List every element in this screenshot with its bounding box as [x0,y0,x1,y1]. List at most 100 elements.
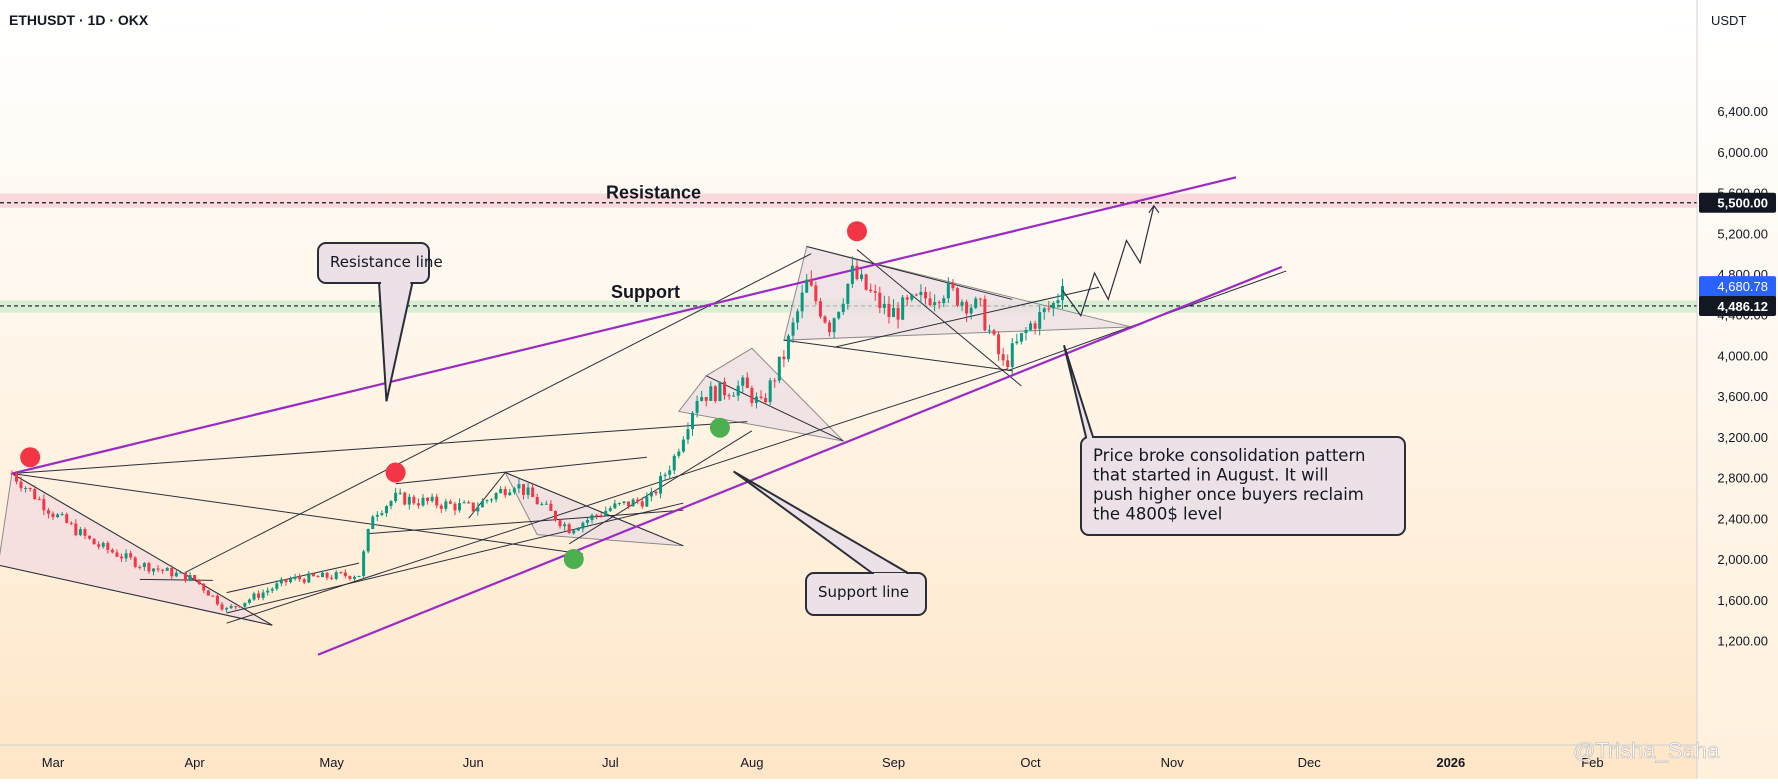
candle[interactable] [572,529,576,535]
candle[interactable] [42,494,46,516]
candle[interactable] [325,572,329,581]
candle[interactable] [1042,307,1046,320]
currency-label[interactable]: USDT [1711,13,1746,28]
candle[interactable] [494,491,498,503]
pattern-line-17[interactable] [856,249,1022,387]
candle[interactable] [243,602,247,609]
candle[interactable] [78,527,82,537]
candle[interactable] [978,297,982,307]
pattern-line-19[interactable] [139,578,213,581]
candle[interactable] [202,582,206,594]
candle[interactable] [334,569,338,581]
candle[interactable] [645,492,649,508]
candle[interactable] [56,513,60,518]
candle[interactable] [604,506,608,517]
candle[interactable] [88,535,92,540]
pattern-line-7[interactable] [226,502,684,614]
candle[interactable] [1056,293,1060,309]
candle[interactable] [261,589,265,601]
candle[interactable] [892,299,896,318]
pattern-line-5[interactable] [226,562,360,594]
candle[interactable] [179,571,183,574]
candle[interactable] [846,283,850,310]
candle[interactable] [430,493,434,503]
candle[interactable] [421,494,425,507]
candle[interactable] [403,491,407,506]
candle[interactable] [951,279,955,291]
pattern-line-0[interactable] [11,473,583,555]
candle[interactable] [14,471,18,485]
candle[interactable] [298,573,302,582]
candle[interactable] [234,605,238,610]
candle[interactable] [316,574,320,578]
candle[interactable] [882,295,886,315]
candle[interactable] [193,574,197,581]
candle[interactable] [321,570,325,578]
pattern-line-8[interactable] [368,509,684,535]
candle[interactable] [161,569,165,574]
candle[interactable] [1051,301,1055,317]
price-tag[interactable]: 4,486.12 [1699,295,1776,316]
candle[interactable] [275,580,279,591]
candle[interactable] [777,356,781,384]
projection-path[interactable] [1062,205,1155,318]
candle[interactable] [704,396,708,407]
candle[interactable] [284,579,288,586]
candle[interactable] [225,607,229,613]
candle[interactable] [480,498,484,508]
candle[interactable] [352,575,356,581]
candle[interactable] [718,381,722,402]
candle[interactable] [462,500,466,504]
pattern-line-9[interactable] [395,456,647,485]
candle[interactable] [28,487,32,492]
candle[interactable] [969,304,973,320]
candle[interactable] [700,390,704,402]
pattern-line-10[interactable] [505,472,684,547]
candle[interactable] [805,274,809,294]
candle[interactable] [74,519,78,537]
candle[interactable] [1010,337,1014,375]
candle[interactable] [220,601,224,611]
candle[interactable] [782,349,786,368]
peak-marker[interactable] [20,447,41,468]
resistance-line[interactable] [11,176,1237,475]
candle[interactable] [394,487,398,504]
candle[interactable] [471,502,475,514]
peak-marker[interactable] [385,462,406,483]
candle[interactable] [257,590,261,601]
candle[interactable] [151,568,155,576]
candle[interactable] [809,270,813,287]
candle[interactable] [974,296,978,310]
candle[interactable] [668,465,672,479]
candle[interactable] [659,472,663,499]
candle[interactable] [65,512,69,524]
candle[interactable] [860,269,864,282]
pattern-line-16[interactable] [706,375,844,442]
candle[interactable] [307,571,311,584]
candle[interactable] [873,284,877,301]
candle[interactable] [923,286,927,305]
candle[interactable] [412,494,416,505]
candle[interactable] [10,470,14,475]
candle[interactable] [46,507,50,519]
candle[interactable] [526,482,530,499]
candle[interactable] [608,506,612,513]
pattern-line-1[interactable] [11,421,748,475]
candle[interactable] [60,511,64,516]
candle[interactable] [686,422,690,444]
candle[interactable] [83,527,87,540]
candle[interactable] [841,298,845,316]
candle[interactable] [1001,347,1005,366]
candle[interactable] [732,391,736,397]
candle[interactable] [905,294,909,306]
candle[interactable] [485,499,489,504]
candle[interactable] [627,501,631,509]
candle[interactable] [1006,354,1010,370]
candle[interactable] [1033,320,1037,335]
candle[interactable] [837,311,841,320]
candle[interactable] [987,324,991,335]
candle[interactable] [832,317,836,339]
candle[interactable] [508,488,512,496]
candle[interactable] [585,517,589,528]
